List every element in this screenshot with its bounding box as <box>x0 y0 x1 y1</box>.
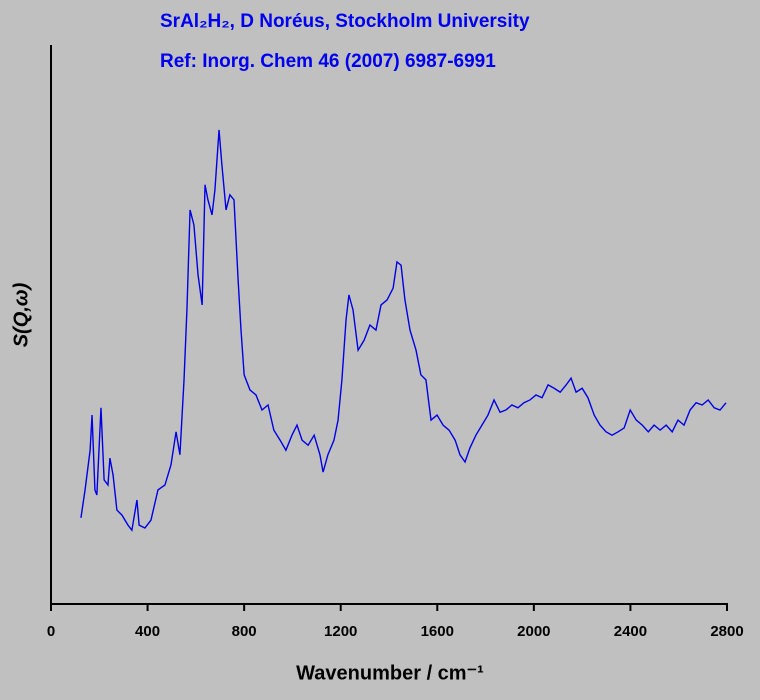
x-tick-label: 800 <box>232 623 257 640</box>
x-tick-label: 2000 <box>517 623 550 640</box>
x-tick-label: 1200 <box>324 623 357 640</box>
chart-title: SrAl₂H₂, D Noréus, Stockholm University <box>160 11 530 32</box>
data-line <box>80 129 727 532</box>
x-tick-label: 1600 <box>421 623 454 640</box>
x-tick-label: 0 <box>47 623 55 640</box>
x-tick-label: 2800 <box>710 623 743 640</box>
x-tick-label: 400 <box>135 623 160 640</box>
y-axis-label: S(Q,ω) <box>10 282 32 347</box>
chart-subtitle: Ref: Inorg. Chem 46 (2007) 6987-6991 <box>160 51 496 72</box>
x-axis-label: Wavenumber / cm⁻¹ <box>296 662 484 684</box>
x-tick-label: 2400 <box>614 623 647 640</box>
